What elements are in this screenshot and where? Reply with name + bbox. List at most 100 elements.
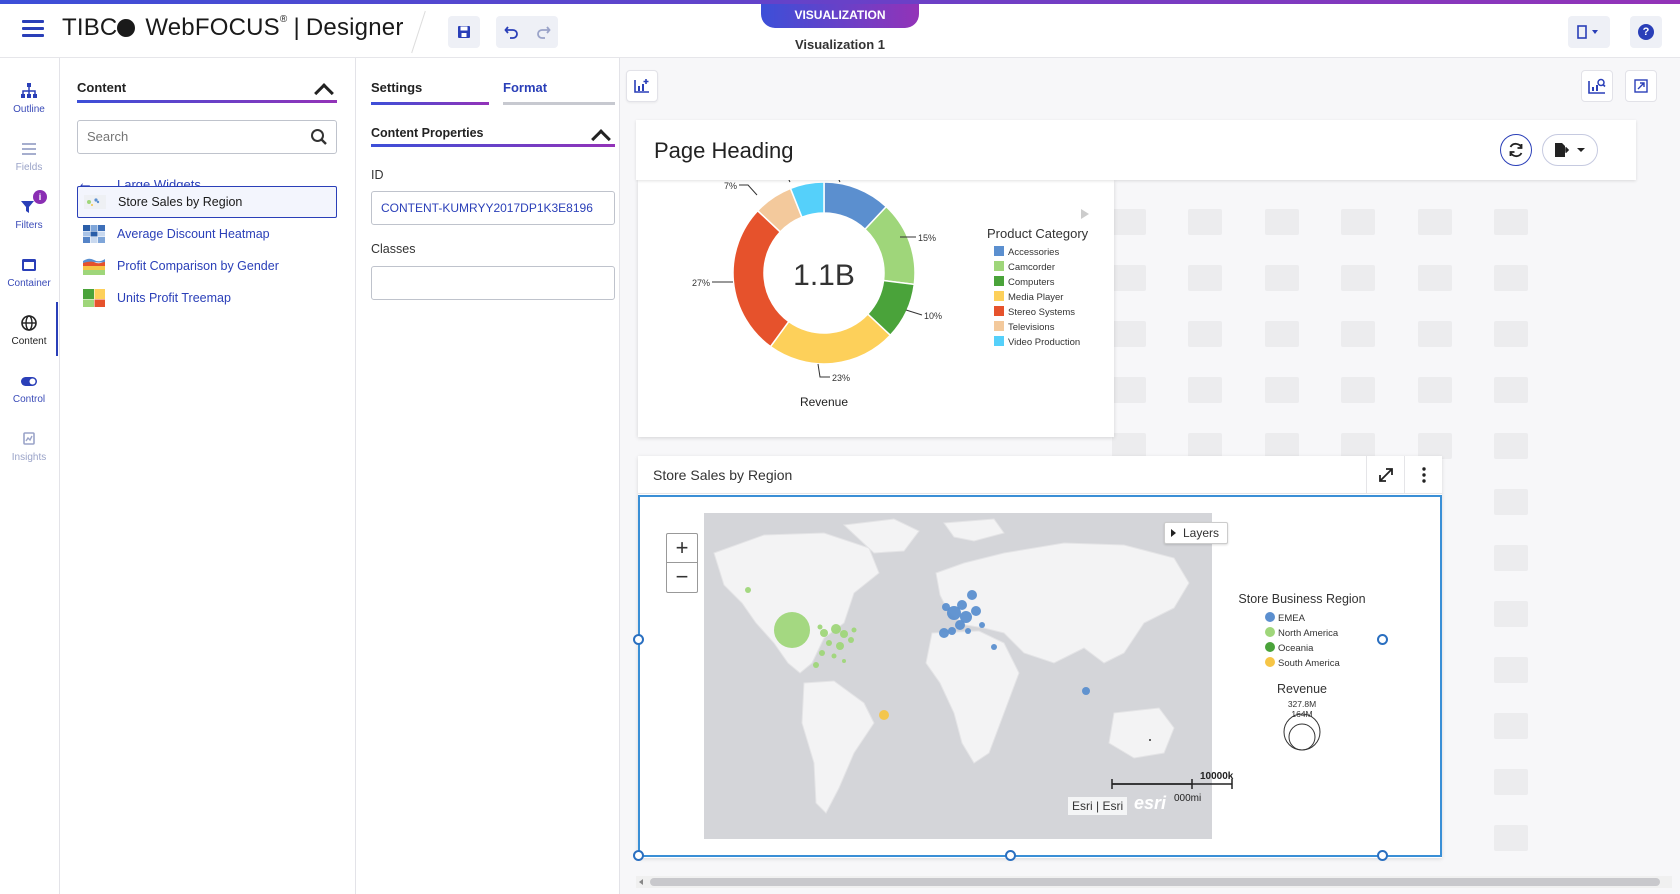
legend-entry-label[interactable]: Camcorder [1008, 262, 1055, 273]
store-bubble[interactable] [836, 642, 844, 650]
store-bubble[interactable] [948, 627, 956, 635]
tab-format[interactable]: Format [503, 80, 548, 95]
preview-chart-button[interactable] [1581, 70, 1613, 102]
widget-item-profit-comparison-by-gender[interactable]: Profit Comparison by Gender [77, 250, 337, 282]
store-bubble[interactable] [967, 590, 977, 600]
search-icon[interactable] [310, 128, 328, 146]
region-legend-label[interactable]: South America [1278, 658, 1340, 669]
store-bubble[interactable] [831, 653, 837, 659]
legend-swatch [994, 306, 1004, 316]
nav-item-fields[interactable]: Fields [0, 128, 58, 182]
nav-item-control[interactable]: Control [0, 360, 58, 414]
map-attribution[interactable]: Esri | Esri [1068, 797, 1128, 815]
widget-item-store-sales-by-region[interactable]: Store Sales by Region [77, 186, 337, 218]
map-point [1149, 739, 1151, 741]
store-bubble[interactable] [955, 620, 965, 630]
more-options-button[interactable] [1404, 456, 1442, 494]
refresh-button[interactable] [1500, 134, 1532, 166]
store-bubble[interactable] [851, 627, 857, 633]
layout-dropdown-button[interactable] [1568, 16, 1610, 48]
esri-logo: esri [1134, 793, 1167, 813]
store-bubble[interactable] [957, 600, 967, 610]
slice-percent-label: 15% [918, 233, 936, 243]
maximize-button[interactable] [1366, 456, 1404, 494]
help-button[interactable]: ? [1630, 16, 1662, 48]
region-legend-label[interactable]: Oceania [1278, 643, 1314, 654]
menu-icon[interactable] [22, 20, 44, 38]
redo-icon[interactable] [535, 24, 551, 40]
add-chart-button[interactable] [626, 70, 658, 102]
store-bubble[interactable] [819, 650, 825, 656]
donut-chart-card[interactable]: 15% 10% 23% 27% 7% 1.1B Revenue Product Categor… [638, 177, 1114, 437]
store-bubble[interactable] [848, 637, 854, 643]
store-bubble[interactable] [842, 659, 846, 663]
store-sales-map-card[interactable]: Store Sales by Region + − Layers Store B… [633, 456, 1442, 861]
legend-entry-label[interactable]: Televisions [1008, 322, 1055, 333]
store-bubble[interactable] [813, 662, 819, 668]
nav-item-container[interactable]: Container [0, 244, 58, 298]
store-bubble[interactable] [879, 710, 889, 720]
store-bubble[interactable] [817, 624, 823, 630]
content-panel-title: Content [77, 80, 127, 95]
resize-handle-bottom-left[interactable] [633, 850, 644, 861]
undo-icon[interactable] [503, 24, 520, 40]
zoom-in-button[interactable]: + [667, 534, 697, 563]
legend-swatch [994, 321, 1004, 331]
grid-placeholder-cell [1494, 209, 1528, 235]
nav-item-filters[interactable]: i Filters [0, 186, 58, 240]
store-bubble[interactable] [939, 628, 949, 638]
widget-item-units-profit-treemap[interactable]: Units Profit Treemap [77, 282, 337, 314]
save-button[interactable] [448, 16, 480, 48]
store-bubble[interactable] [991, 644, 997, 650]
donut-legend-title: Product Category [987, 226, 1089, 241]
resize-handle-right[interactable] [1377, 634, 1388, 645]
legend-entry-label[interactable]: Accessories [1008, 247, 1059, 258]
resize-handle-left[interactable] [633, 634, 644, 645]
nav-item-outline[interactable]: Outline [0, 70, 58, 124]
legend-entry-label[interactable]: Stereo Systems [1008, 307, 1075, 318]
store-bubble[interactable] [971, 606, 981, 616]
store-bubble[interactable] [840, 630, 848, 638]
legend-entry-label[interactable]: Media Player [1008, 292, 1063, 303]
id-field[interactable]: CONTENT-KUMRYY2017DP1K3E8196 [371, 191, 615, 225]
page-heading[interactable]: Page Heading [654, 138, 794, 163]
resize-handle-bottom-right[interactable] [1377, 850, 1388, 861]
layers-button[interactable]: Layers [1164, 522, 1229, 544]
store-bubble[interactable] [942, 603, 950, 611]
scroll-left-icon[interactable] [639, 879, 643, 885]
widget-item-average-discount-heatmap[interactable]: Average Discount Heatmap [77, 218, 337, 250]
content-search-input[interactable] [87, 129, 297, 144]
grid-placeholder-cell [1494, 825, 1528, 851]
store-bubble[interactable] [820, 629, 828, 637]
grid-placeholder-cell [1494, 265, 1528, 291]
store-bubble[interactable] [745, 587, 751, 593]
canvas-horizontal-scrollbar[interactable] [636, 876, 1672, 888]
export-dropdown-button[interactable] [1542, 134, 1598, 166]
store-bubble[interactable] [947, 606, 961, 620]
fullscreen-button[interactable] [1625, 70, 1657, 102]
store-bubble[interactable] [826, 640, 832, 646]
chart-search-icon [1588, 78, 1606, 94]
resize-handle-bottom[interactable] [1005, 850, 1016, 861]
nav-item-insights[interactable]: Insights [0, 418, 58, 472]
donut-slice-video-production[interactable] [789, 181, 825, 219]
zoom-out-button[interactable]: − [675, 564, 689, 589]
scrollbar-thumb[interactable] [650, 878, 1660, 886]
store-bubble[interactable] [1082, 687, 1090, 695]
classes-field[interactable] [371, 266, 615, 300]
store-bubble[interactable] [979, 622, 985, 628]
grid-placeholder-cell [1112, 433, 1146, 459]
tab-settings[interactable]: Settings [371, 80, 423, 95]
legend-scroll-icon[interactable] [1081, 209, 1089, 219]
store-bubble[interactable] [965, 628, 971, 634]
nav-item-content[interactable]: Content [0, 302, 58, 356]
region-legend-label[interactable]: EMEA [1278, 613, 1306, 624]
store-bubble[interactable] [831, 624, 841, 634]
legend-entry-label[interactable]: Computers [1008, 277, 1055, 288]
region-legend-label[interactable]: North America [1278, 628, 1339, 639]
legend-entry-label[interactable]: Video Production [1008, 337, 1080, 348]
mode-tab-visualization[interactable]: VISUALIZATION [761, 4, 919, 28]
store-bubble[interactable] [960, 611, 972, 623]
store-bubble[interactable] [774, 612, 810, 648]
map-scale-bar: 10000k 000mi [1111, 771, 1234, 804]
